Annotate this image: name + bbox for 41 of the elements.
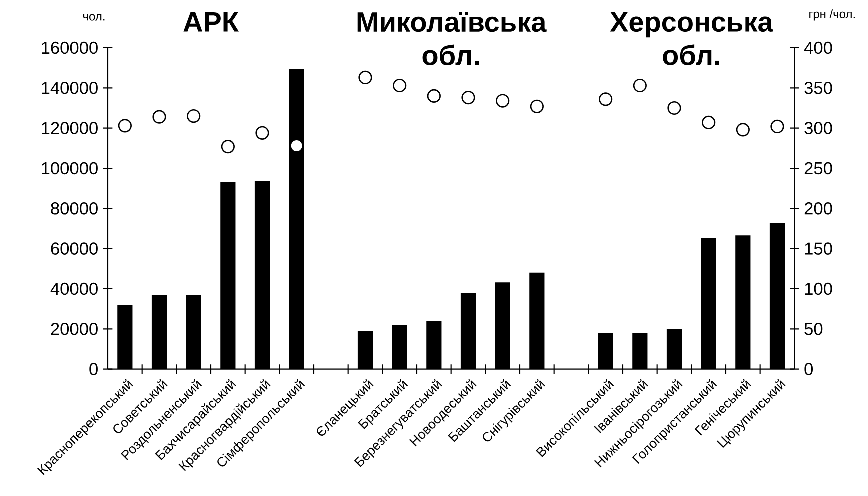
annotation: Миколаївська обл. bbox=[358, 12, 547, 66]
y2-tick-label: 100 bbox=[805, 282, 832, 296]
point bbox=[736, 123, 750, 137]
y2-tick-label: 0 bbox=[804, 363, 814, 376]
point bbox=[358, 70, 372, 85]
point bbox=[118, 119, 132, 133]
point bbox=[702, 116, 716, 130]
y-tick-label: 100000 bbox=[42, 162, 98, 175]
y-tick-label: 40000 bbox=[50, 282, 98, 296]
point bbox=[393, 78, 407, 93]
y-tick-label: 0 bbox=[90, 363, 98, 376]
y2-tick-label: 200 bbox=[804, 202, 832, 215]
point bbox=[290, 139, 304, 153]
y2-tick-label: 300 bbox=[804, 122, 832, 134]
point bbox=[152, 110, 166, 124]
y2-tick-label: 400 bbox=[804, 42, 832, 54]
y-tick-label: 140000 bbox=[42, 82, 98, 94]
y-tick-label: 160000 bbox=[42, 42, 98, 54]
point bbox=[187, 109, 201, 124]
point bbox=[256, 126, 270, 140]
point bbox=[462, 91, 476, 105]
point bbox=[530, 100, 544, 114]
point bbox=[221, 140, 235, 154]
point bbox=[599, 92, 613, 106]
y-tick-label: 60000 bbox=[51, 242, 98, 255]
annotation: Херсонська обл. bbox=[610, 12, 774, 66]
y2-tick-label: 50 bbox=[804, 323, 823, 336]
y-tick-label: 20000 bbox=[51, 323, 98, 336]
point bbox=[496, 94, 510, 108]
y-tick-label: 80000 bbox=[51, 202, 98, 215]
point bbox=[668, 101, 682, 116]
y2-tick-label: 250 bbox=[804, 162, 832, 175]
point bbox=[633, 78, 647, 93]
y-axis-title: чол. bbox=[83, 14, 105, 21]
point bbox=[770, 120, 784, 134]
text: АРК bbox=[184, 12, 240, 32]
point bbox=[427, 89, 441, 103]
y2-tick-label: 350 bbox=[804, 82, 832, 94]
y-tick-label: 120000 bbox=[42, 122, 98, 134]
y2-axis-title: грн /чол. bbox=[810, 10, 855, 21]
y2-tick-label: 150 bbox=[805, 242, 832, 255]
